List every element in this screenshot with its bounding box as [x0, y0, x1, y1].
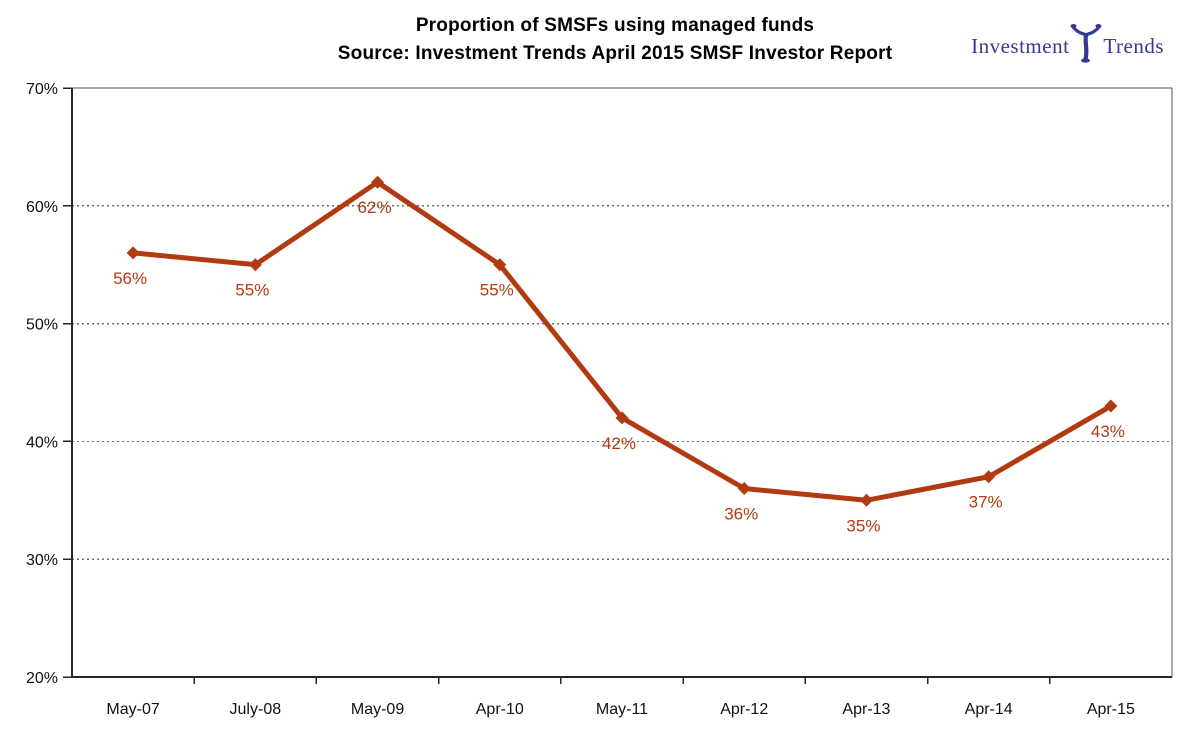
data-point-label: 43% — [1091, 422, 1125, 441]
data-point-label: 62% — [358, 198, 392, 217]
data-point-marker — [737, 482, 751, 496]
x-tick-label: Apr-13 — [842, 701, 890, 718]
data-point-label: 55% — [480, 281, 514, 300]
y-tick-label: 30% — [26, 552, 58, 569]
x-tick-label: May-09 — [351, 701, 404, 718]
data-point-label: 42% — [602, 434, 636, 453]
data-point-marker — [248, 258, 262, 272]
y-tick-label: 50% — [26, 317, 58, 334]
logo-word-investment: Investment — [971, 33, 1070, 58]
data-point-marker — [982, 470, 996, 484]
x-tick-label: Apr-10 — [476, 701, 524, 718]
data-point-marker — [126, 246, 140, 260]
data-point-label: 37% — [969, 493, 1003, 512]
y-tick-label: 40% — [26, 434, 58, 451]
logo-word-trends: Trends — [1103, 33, 1164, 58]
logo-figure-icon — [1070, 18, 1102, 70]
data-point-label: 55% — [235, 281, 269, 300]
x-tick-label: May-07 — [106, 701, 159, 718]
data-point-marker — [859, 493, 873, 507]
x-tick-label: Apr-14 — [965, 701, 1013, 718]
investment-trends-logo: Investment Trends — [971, 18, 1164, 70]
x-tick-label: Apr-15 — [1087, 701, 1135, 718]
data-point-marker — [1104, 399, 1118, 413]
data-point-label: 56% — [113, 269, 147, 288]
plot-border — [71, 87, 1173, 678]
chart-title-block: Proportion of SMSFs using managed funds … — [40, 12, 1190, 68]
chart-subtitle: Source: Investment Trends April 2015 SMS… — [337, 43, 893, 64]
data-point-marker — [615, 411, 629, 425]
x-tick-label: July-08 — [230, 701, 282, 718]
data-point-label: 35% — [846, 516, 880, 535]
data-point-marker — [493, 258, 507, 272]
data-point-label: 36% — [724, 505, 758, 524]
y-tick-label: 60% — [26, 199, 58, 216]
data-point-marker — [371, 175, 385, 189]
y-tick-label: 70% — [26, 81, 58, 98]
x-tick-label: May-11 — [596, 701, 648, 718]
chart-title: Proportion of SMSFs using managed funds — [415, 15, 815, 36]
x-tick-label: Apr-12 — [720, 701, 768, 718]
y-tick-label: 20% — [26, 670, 58, 687]
